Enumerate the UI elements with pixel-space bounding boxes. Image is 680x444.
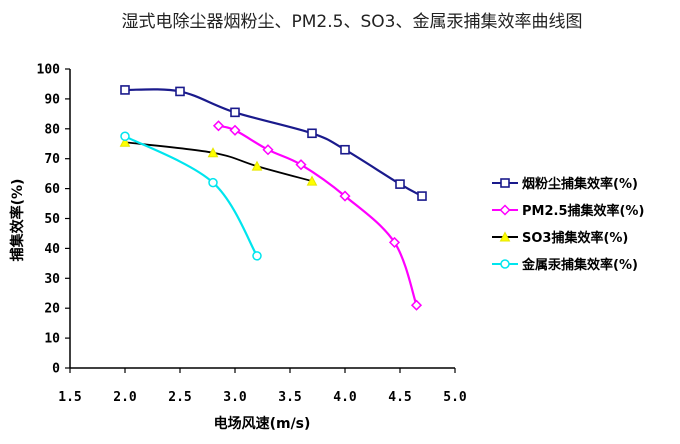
x-tick-label: 5.0 <box>443 390 467 405</box>
y-tick-label: 60 <box>44 182 60 197</box>
y-tick-label: 20 <box>44 302 60 317</box>
legend: 烟粉尘捕集效率(%) PM2.5捕集效率(%) SO3捕集效率(%) 金属汞捕集效率(… <box>492 176 644 273</box>
y-tick-label: 100 <box>37 63 61 78</box>
data-point-mercury <box>120 131 130 142</box>
legend-item-pm25: PM2.5捕集效率(%) <box>492 203 644 219</box>
y-tick-label: 0 <box>52 362 60 377</box>
x-tick-label: 4.5 <box>388 390 411 405</box>
data-point-so3 <box>119 136 131 147</box>
legend-swatch-marker <box>500 178 510 188</box>
x-tick-label: 2.0 <box>113 390 137 405</box>
y-tick-label: 30 <box>44 272 60 287</box>
y-axis-label: 捕集效率(%) <box>9 179 26 262</box>
data-point-dust <box>230 107 240 118</box>
data-point-dust <box>120 85 130 95</box>
data-point-pm25 <box>262 144 274 156</box>
series-pm25 <box>212 120 423 311</box>
x-tick-label: 3.5 <box>278 390 301 405</box>
data-point-so3 <box>306 175 318 186</box>
data-point-mercury <box>208 177 218 188</box>
data-point-mercury <box>252 251 262 261</box>
legend-swatch-marker <box>500 259 510 269</box>
x-tick-label: 4.0 <box>333 390 357 405</box>
data-point-so3 <box>251 160 263 171</box>
series-line-mercury <box>124 135 258 257</box>
y-tick-label: 10 <box>44 332 60 347</box>
series-so3 <box>119 136 318 186</box>
data-point-dust <box>395 179 405 189</box>
data-point-dust <box>307 128 317 139</box>
y-tick-label: 70 <box>44 152 60 167</box>
data-point-pm25 <box>339 190 351 202</box>
legend-label-pm25: PM2.5捕集效率(%) <box>522 203 644 219</box>
data-point-so3 <box>207 147 219 158</box>
x-axis-label: 电场风速(m/s) <box>214 415 311 432</box>
legend-label-mercury: 金属汞捕集效率(%) <box>521 257 638 273</box>
legend-swatch-marker <box>499 231 511 242</box>
legend-label-dust: 烟粉尘捕集效率(%) <box>522 176 638 192</box>
chart-title: 湿式电除尘器烟粉尘、PM2.5、SO3、金属汞捕集效率曲线图 <box>122 12 583 32</box>
x-tick-label: 2.5 <box>168 390 191 405</box>
data-point-dust <box>340 144 350 155</box>
y-tick-label: 40 <box>44 242 60 257</box>
legend-item-mercury: 金属汞捕集效率(%) <box>492 257 638 273</box>
data-point-dust <box>417 191 427 201</box>
data-point-pm25 <box>295 159 307 171</box>
data-point-pm25 <box>388 236 401 248</box>
series-mercury <box>120 131 262 261</box>
y-tick-label: 90 <box>44 92 60 107</box>
data-point-pm25 <box>410 299 423 311</box>
series-line-dust <box>124 88 423 198</box>
legend-label-so3: SO3捕集效率(%) <box>522 230 628 246</box>
data-point-pm25 <box>212 120 225 132</box>
y-tick-label: 80 <box>44 122 60 137</box>
data-point-dust <box>175 86 185 97</box>
data-point-pm25 <box>229 124 241 136</box>
x-tick-label: 1.5 <box>58 390 81 405</box>
series-line-so3 <box>124 141 313 182</box>
series-line-pm25 <box>218 124 418 306</box>
series-dust <box>120 85 427 201</box>
legend-item-so3: SO3捕集效率(%) <box>492 230 628 246</box>
legend-item-dust: 烟粉尘捕集效率(%) <box>492 176 638 192</box>
y-tick-label: 50 <box>44 212 60 227</box>
plot-area: 0 10 20 30 40 50 60 70 80 90 100 1.5 2.0 2.5 3.0 3.5 4.0… <box>37 63 467 406</box>
x-tick-label: 3.0 <box>223 390 247 405</box>
legend-swatch-marker <box>499 204 511 216</box>
